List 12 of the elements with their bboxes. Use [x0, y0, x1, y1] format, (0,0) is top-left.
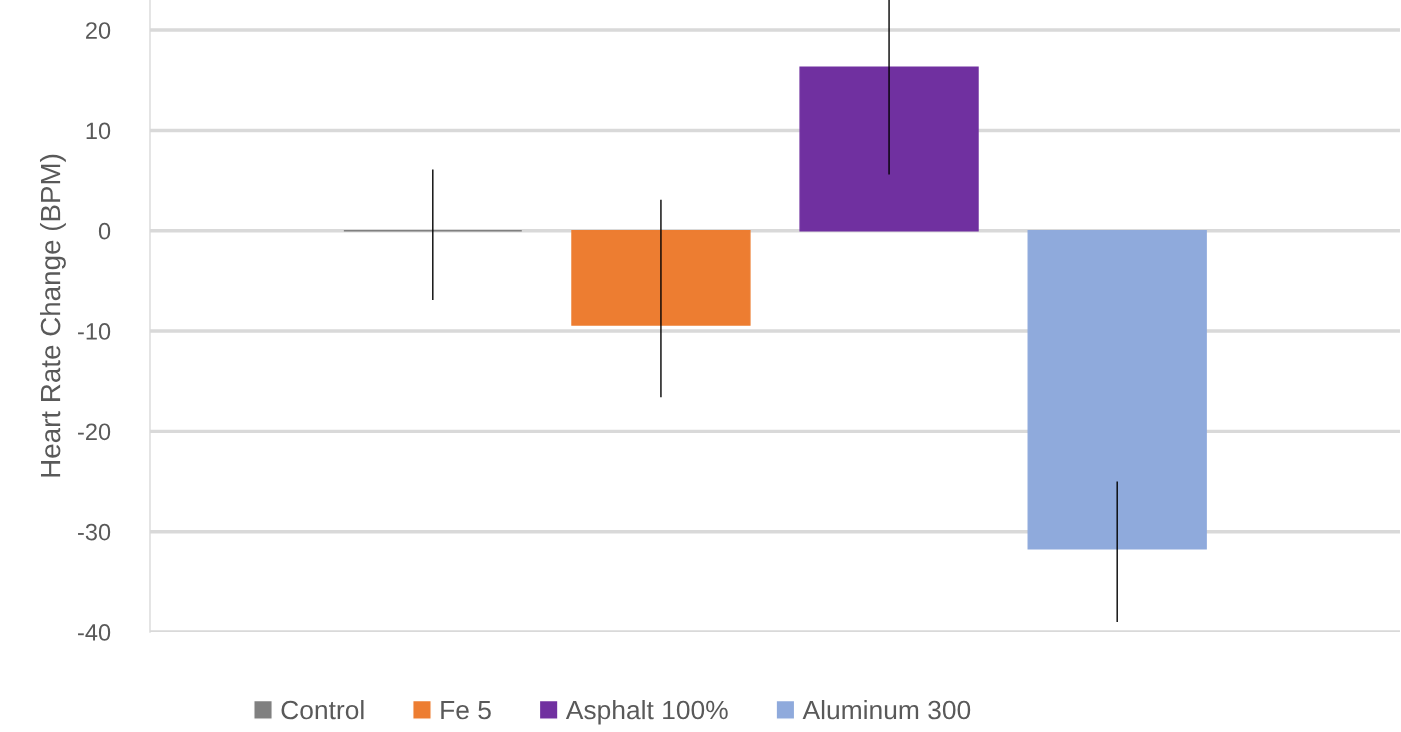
- y-tick-label: -20: [78, 423, 111, 441]
- legend-label: Aluminum 300: [802, 699, 971, 720]
- y-tick-label: 10: [86, 122, 111, 140]
- y-tick-label: -10: [78, 323, 111, 340]
- legend-label: Asphalt 100%: [565, 699, 728, 725]
- legend-label: Control: [281, 699, 364, 720]
- legend-label: Fe 5: [441, 700, 491, 720]
- y-tick-label: -40: [78, 624, 111, 641]
- y-tick-label: 0: [98, 222, 111, 240]
- y-axis-title: Heart Rate Change (BPM): [39, 154, 66, 477]
- y-tick-label: 20: [86, 22, 111, 39]
- y-tick-label: -30: [78, 523, 111, 541]
